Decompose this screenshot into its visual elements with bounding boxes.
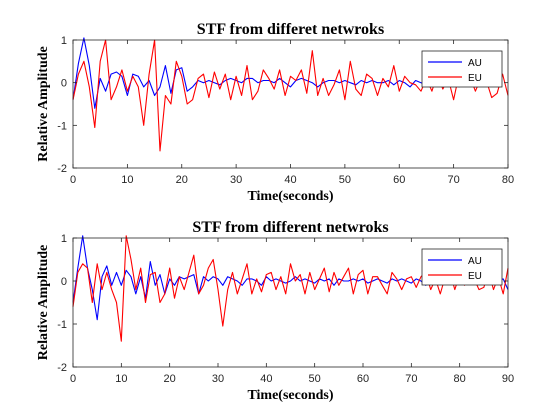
chart-1: 0 10 20 30 40 50 60 70 80 -2 -1 0 1 STF from differet… <box>36 21 514 204</box>
y-axis-label: Relative Amplitude <box>36 46 51 162</box>
x-axis-label: Time(seconds) <box>247 388 333 403</box>
x-tick-label: 20 <box>176 174 188 186</box>
x-tick-label: 0 <box>70 174 76 186</box>
x-tick-label: 70 <box>405 373 417 385</box>
x-tick-label: 50 <box>339 174 351 186</box>
y-tick-label: 1 <box>61 233 67 245</box>
x-axis-label: Time(seconds) <box>247 189 333 204</box>
x-tick-label: 30 <box>230 174 242 186</box>
y-tick-label: -1 <box>57 319 67 331</box>
x-tick-label: 50 <box>309 373 321 385</box>
legend-label-au: AU <box>468 256 482 267</box>
y-tick-label: 0 <box>61 78 67 90</box>
x-tick-label: 90 <box>502 373 514 385</box>
y-tick-label: -2 <box>57 163 67 175</box>
x-tick-label: 40 <box>260 373 272 385</box>
x-tick-label: 40 <box>284 174 296 186</box>
legend-label-au: AU <box>468 58 482 69</box>
legend-label-eu: EU <box>468 271 482 282</box>
x-tick-label: 30 <box>212 373 224 385</box>
x-tick-label: 80 <box>454 373 466 385</box>
legend-box <box>421 50 503 88</box>
legend: AU EU <box>421 248 503 286</box>
chart-title: STF from different netwroks <box>192 219 388 236</box>
chart-title: STF from differet netwroks <box>197 21 384 38</box>
y-axis-label: Relative Amplitude <box>36 245 51 361</box>
y-tick-label: 1 <box>61 35 67 47</box>
legend-label-eu: EU <box>468 73 482 84</box>
x-tick-label: 10 <box>121 174 133 186</box>
x-tick-label: 60 <box>357 373 369 385</box>
x-tick-label: 20 <box>164 373 176 385</box>
y-tick-label: -1 <box>57 120 67 132</box>
x-tick-label: 80 <box>502 174 514 186</box>
legend: AU EU <box>421 50 503 88</box>
x-tick-label: 0 <box>70 373 76 385</box>
x-tick-label: 10 <box>115 373 127 385</box>
axes-box <box>72 237 509 368</box>
x-tick-label: 70 <box>448 174 460 186</box>
legend-box <box>421 248 503 286</box>
y-tick-label: 0 <box>61 276 67 288</box>
x-tick-label: 60 <box>393 174 405 186</box>
chart-2: 0 10 20 30 40 50 60 70 80 90 -2 -1 0 1 STF from differ… <box>36 219 514 403</box>
y-tick-label: -2 <box>57 362 67 374</box>
